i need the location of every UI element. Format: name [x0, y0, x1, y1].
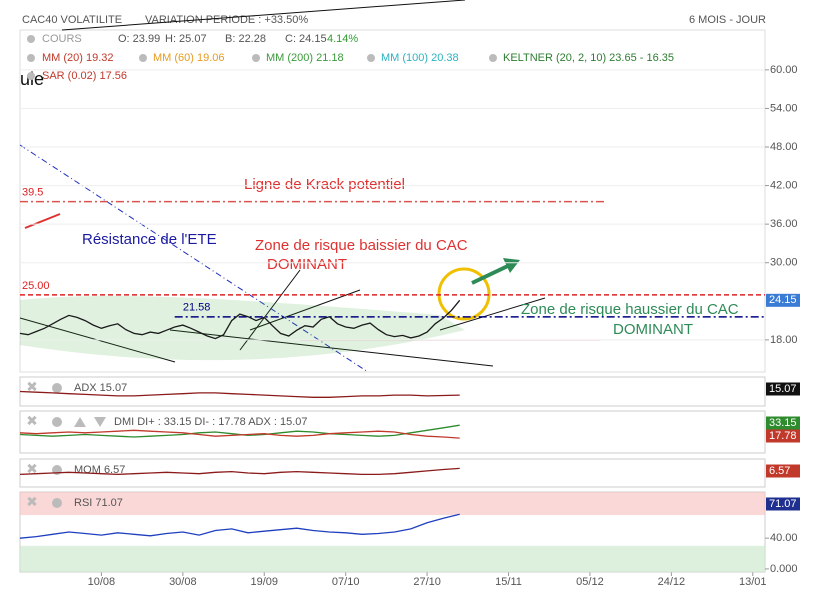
down-icon [94, 417, 106, 427]
x-tick-label: 05/12 [576, 576, 604, 588]
value-badge-label: 17.78 [769, 430, 797, 442]
x-tick-label: 30/08 [169, 576, 197, 588]
series-line [19, 429, 460, 439]
settings-icon [52, 383, 62, 393]
x-tick-label: 07/10 [332, 576, 360, 588]
legend-mm100: MM (100) 20.38 [381, 52, 459, 64]
annotation: Zone de risque haussier du CAC [521, 301, 739, 318]
value-badge [766, 416, 800, 430]
legend-low: B: 22.28 [225, 33, 266, 45]
header: CAC40 VOLATILITE VARIATION PERIODE : +33… [20, 14, 766, 89]
value-badge [766, 497, 800, 511]
x-tick-label: 19/09 [250, 576, 278, 588]
y-tick-label: 18.00 [770, 334, 798, 346]
indicator-label: ADX 15.07 [74, 382, 127, 394]
value-badge [766, 464, 800, 478]
value-badge [766, 429, 800, 443]
y-tick-label: 30.00 [770, 257, 798, 269]
level-label: 25.00 [22, 280, 50, 292]
value-badge-label: 15.07 [769, 383, 797, 395]
keltner-band [20, 295, 465, 361]
y-tick-label: 60.00 [770, 64, 798, 76]
arrow-head [503, 258, 520, 273]
value-badge [766, 293, 800, 307]
annotation: DOMINANT [267, 256, 347, 273]
indicator-label: RSI 71.07 [74, 497, 123, 509]
indicator-label: DMI DI+ : 33.15 DI- : 17.78 ADX : 15.07 [114, 416, 308, 428]
settings-icon [52, 498, 62, 508]
legend-high: H: 25.07 [165, 33, 207, 45]
variation: VARIATION PERIODE : +33.50% [145, 14, 308, 26]
series-line [19, 299, 461, 340]
trend-lines [19, 0, 600, 373]
annotations: Ligne de Krack potentiel Résistance de l… [82, 176, 739, 338]
x-tick-label: 27/10 [413, 576, 441, 588]
annotation: Ligne de Krack potentiel [244, 176, 405, 193]
y-tick-label: 42.00 [770, 179, 798, 191]
annotation: Résistance de l'ETE [82, 231, 217, 248]
close-icon: ✖ [26, 494, 38, 510]
value-badge-label: 6.57 [769, 465, 790, 477]
legend-close: C: 24.15 [285, 33, 327, 45]
y-tick-label: 54.00 [770, 102, 798, 114]
indicator-panel [19, 458, 766, 488]
legend-mm20: MM (20) 19.32 [42, 52, 114, 64]
value-badge-label: 33.15 [769, 417, 797, 429]
legend-change: 4.14% [327, 33, 358, 45]
legend-mm200: MM (200) 21.18 [266, 52, 344, 64]
series-line [19, 390, 460, 398]
y-tick-label: 48.00 [770, 141, 798, 153]
icons [27, 35, 497, 80]
close-icon: ✖ [26, 413, 38, 429]
level-label: 39.5 [22, 187, 43, 199]
value-badge [766, 382, 800, 396]
overbought-band [20, 492, 765, 516]
x-tick-label: 15/11 [495, 576, 522, 588]
y-tick-label: 36.00 [770, 218, 798, 230]
title: CAC40 VOLATILITE [22, 14, 122, 26]
legend-keltner: KELTNER (20, 2, 10) 23.65 - 16.35 [503, 52, 674, 64]
y-tick-label: 0.000 [770, 563, 798, 575]
legend-sar: SAR (0.02) 17.56 [42, 70, 127, 82]
close-icon: ✖ [26, 379, 38, 395]
period: 6 MOIS - JOUR [689, 14, 766, 26]
annotation: Zone de risque baissier du CAC [255, 237, 468, 254]
arrow [471, 263, 511, 285]
series-line [19, 513, 460, 539]
close-icon: ✖ [26, 461, 38, 477]
highlight-circle [437, 267, 491, 321]
x-tick-label: 24/12 [658, 576, 686, 588]
x-tick-label: 13/01 [739, 576, 767, 588]
y-tick-label: 40.00 [770, 532, 798, 544]
x-tick-label: 10/08 [88, 576, 116, 588]
annotation: DOMINANT [613, 321, 693, 338]
settings-icon [52, 417, 62, 427]
legend-mm60: MM (60) 19.06 [153, 52, 225, 64]
level-label: 21.58 [183, 302, 211, 314]
indicator-panel [19, 376, 766, 407]
value-badge-label: 24.15 [769, 294, 797, 306]
up-icon [74, 417, 86, 427]
legend-cours: COURS [42, 33, 82, 45]
value-badge-label: 71.07 [769, 498, 797, 510]
series-line [19, 467, 460, 476]
oversold-band [20, 545, 765, 572]
legend-open: O: 23.99 [118, 33, 160, 45]
